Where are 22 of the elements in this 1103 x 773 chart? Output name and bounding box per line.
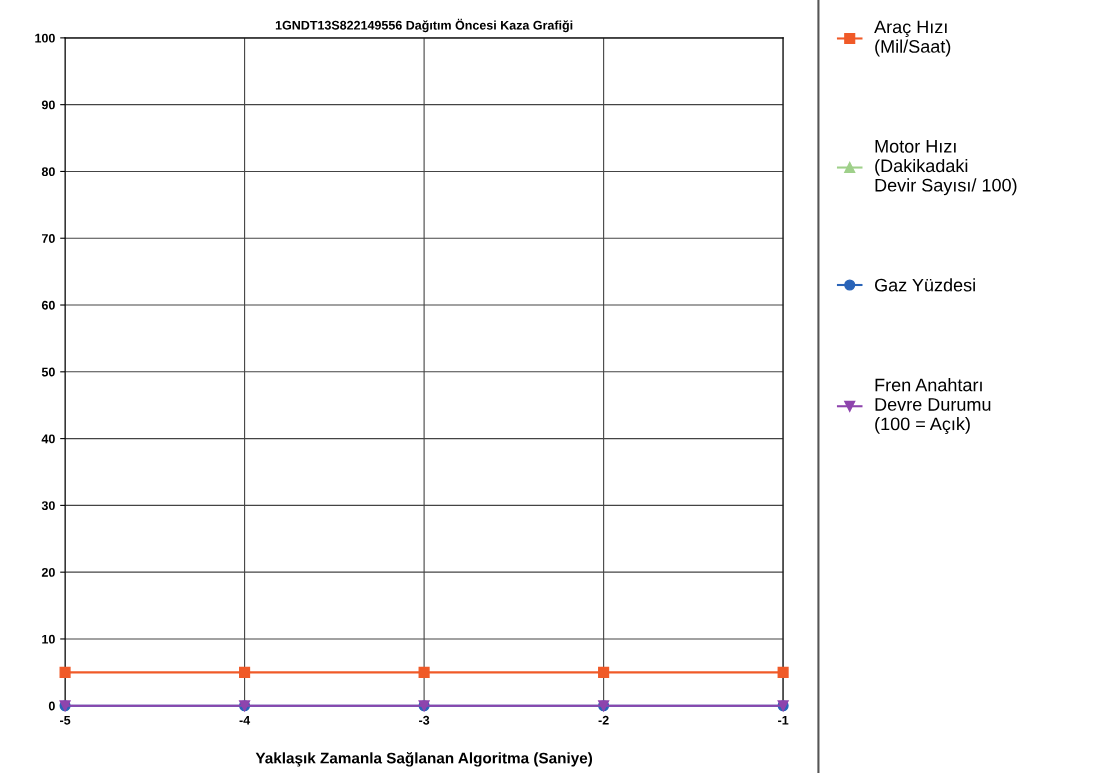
x-axis-title: Yaklaşık Zamanla Sağlanan Algoritma (Saniye) bbox=[255, 752, 593, 767]
y-tick-label: 0 bbox=[48, 701, 55, 711]
y-tick-label: 60 bbox=[41, 300, 55, 310]
y-tick-label: 100 bbox=[35, 33, 55, 43]
legend-label: Gaz Yüzdesi bbox=[875, 278, 975, 292]
y-tick-label: 70 bbox=[41, 234, 55, 243]
y-tick-label: 30 bbox=[41, 501, 55, 511]
x-tick-label: -4 bbox=[239, 715, 251, 725]
x-tick-label: -3 bbox=[419, 715, 430, 725]
x-tick-label: -1 bbox=[778, 715, 789, 725]
y-tick-label: 10 bbox=[42, 634, 55, 644]
legend-label: Fren Anahtarı Devre Durumu (100 = Açık) bbox=[875, 378, 991, 434]
y-tick-label: 50 bbox=[41, 367, 55, 377]
y-tick-label: 80 bbox=[41, 167, 55, 177]
chart-title: 1GNDT13S822149556 Dağıtım Öncesi Kaza Grafiği bbox=[275, 18, 573, 33]
x-tick-label: -5 bbox=[60, 715, 71, 725]
x-tick-label: -2 bbox=[598, 715, 609, 725]
legend-label: Motor Hızı (Dakikadaki Devir Sayısı/ 100) bbox=[875, 140, 1017, 196]
y-tick-label: 40 bbox=[41, 434, 55, 444]
legend-label: Araç Hızı (Mil/Saat) bbox=[874, 20, 951, 57]
y-tick-label: 90 bbox=[41, 100, 55, 110]
y-tick-label: 20 bbox=[41, 567, 55, 577]
